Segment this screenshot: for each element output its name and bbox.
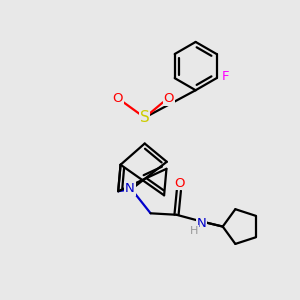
Text: O: O [112,92,123,105]
Text: N: N [196,217,206,230]
Text: F: F [222,70,230,83]
Text: O: O [174,177,185,190]
Text: S: S [140,110,150,125]
Text: H: H [190,226,198,236]
Text: O: O [164,92,174,105]
Text: N: N [125,182,135,195]
